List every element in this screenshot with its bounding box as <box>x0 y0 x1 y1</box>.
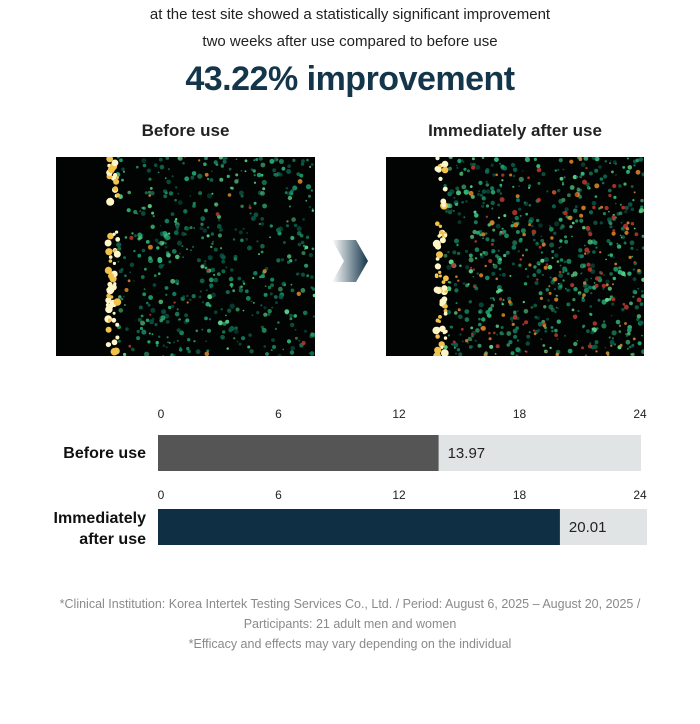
footnote-institution: *Clinical Institution: Korea Intertek Te… <box>59 597 641 611</box>
tick-label: 12 <box>392 407 406 421</box>
footnote-participants: Participants: 21 adult men and women <box>243 617 457 631</box>
improvement-headline: 43.22% improvement <box>185 60 515 98</box>
tick-label: 6 <box>275 407 282 421</box>
tick-label: 12 <box>392 488 406 502</box>
intro-line-1: at the test site showed a statistically … <box>149 6 551 23</box>
tick-label: 0 <box>158 488 165 502</box>
arrow-right-icon <box>332 240 368 282</box>
footnote-disclaimer: *Efficacy and effects may vary depending… <box>188 637 512 651</box>
bar-after <box>158 509 560 545</box>
tick-label: 18 <box>513 488 527 502</box>
bar-chart: 0 6 12 18 24 13.97 Before use 0 6 12 18 24 20.01 Imme… <box>54 407 647 548</box>
tick-label: 24 <box>633 407 647 421</box>
category-label: Immediately <box>54 510 147 527</box>
after-image-label: Immediately after use <box>428 121 602 140</box>
value-label: 20.01 <box>569 519 607 536</box>
category-label: after use <box>79 531 146 548</box>
value-label: 13.97 <box>448 445 486 462</box>
tick-label: 6 <box>275 488 282 502</box>
category-label: Before use <box>63 445 146 462</box>
intro-line-2: two weeks after use compared to before u… <box>202 33 498 50</box>
tick-label: 0 <box>158 407 165 421</box>
bar-before <box>158 435 439 471</box>
before-image-label: Before use <box>141 121 230 140</box>
after-thermal-image <box>386 157 644 356</box>
before-thermal-image <box>56 157 315 356</box>
tick-label: 18 <box>513 407 527 421</box>
tick-label: 24 <box>633 488 647 502</box>
